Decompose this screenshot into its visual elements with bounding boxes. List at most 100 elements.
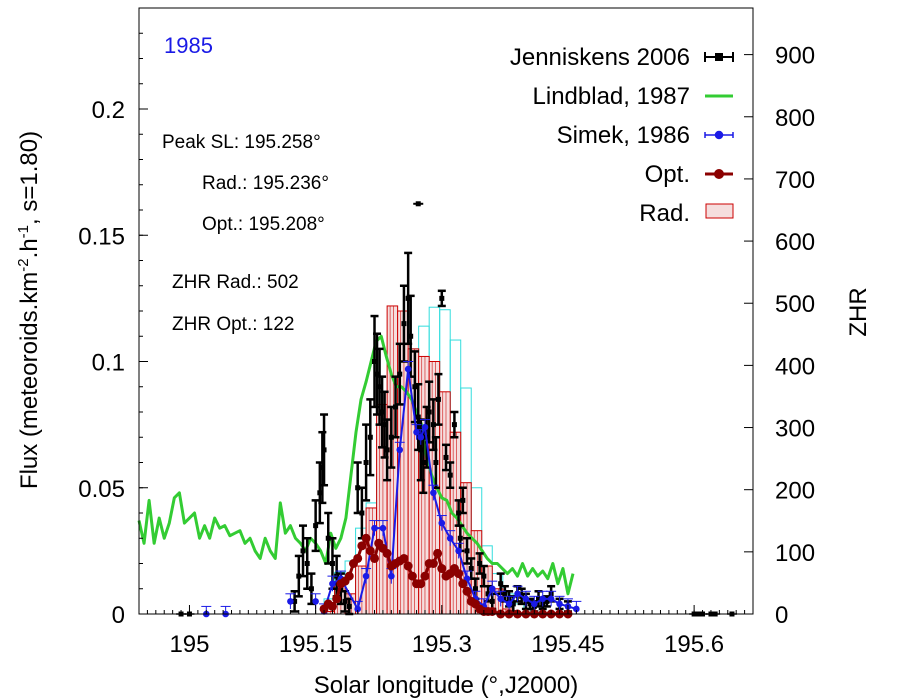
axes-layer: 195 195.15 195.3 195.45 195.6 0 0.05 0.1 0.15 0.2… [78, 7, 815, 658]
simek-point [554, 595, 565, 612]
opt-annotation: Opt.: 195.208° [202, 214, 325, 235]
jenniskens-marker [415, 201, 421, 207]
simek-point [512, 585, 523, 602]
jenniskens-marker [426, 409, 432, 415]
legend-label-rad: Rad. [639, 200, 690, 227]
jenniskens-marker [536, 596, 542, 602]
legend-label-opt: Opt. [645, 161, 690, 188]
simek-point [220, 605, 231, 618]
simek-marker [362, 572, 370, 580]
rad-annotation: Rad.: 195.236° [202, 173, 329, 194]
y-right-tick-label: 300 [775, 416, 815, 443]
jenniskens-marker [451, 422, 457, 428]
zhr-opt-annotation: ZHR Opt.: 122 [172, 314, 295, 335]
jenniskens-marker [393, 404, 399, 410]
jenniskens-point [446, 461, 455, 489]
y-left-tick-label: 0.15 [78, 223, 125, 250]
jenniskens-marker [304, 561, 310, 566]
jenniskens-marker [408, 333, 414, 339]
x-tick-label: 195.3 [412, 631, 472, 658]
opt-marker [437, 564, 447, 574]
opt-marker [399, 553, 409, 563]
jenniskens-marker [405, 295, 411, 301]
jenniskens-point [370, 314, 379, 409]
simek-point [529, 595, 540, 612]
simek-marker [547, 595, 555, 603]
y-axis-label-sup: -1 [15, 225, 32, 238]
simek-point [436, 515, 447, 531]
jenniskens-marker [296, 573, 302, 579]
jenniskens-marker [317, 490, 323, 496]
jenniskens-marker [447, 472, 453, 478]
y-right-tick-label: 600 [775, 229, 815, 256]
jenniskens-marker [527, 601, 533, 607]
peak-sl-annotation: Peak SL: 195.258° [162, 132, 321, 153]
y-left-tick-label: 0.05 [78, 476, 125, 503]
jenniskens-marker [418, 447, 424, 453]
jenniskens-point [450, 410, 459, 439]
jenniskens-marker [382, 422, 388, 428]
simek-point [394, 441, 405, 458]
jenniskens-marker [420, 460, 426, 465]
jenniskens-point [290, 590, 299, 613]
jenniskens-marker [384, 447, 390, 453]
simek-marker [522, 595, 530, 603]
jenniskens-point [442, 443, 450, 472]
simek-marker [505, 600, 513, 608]
legend-label-lindblad: Lindblad, 1987 [533, 83, 690, 110]
simek-point [495, 590, 506, 607]
y-axis-label-sup: -2 [15, 258, 32, 271]
y-axis-label-left: Flux (meteoroids.km-2.h-1, s=1.80) [15, 131, 43, 489]
jenniskens-marker [372, 359, 378, 364]
y-right-tick-label: 0 [775, 602, 788, 629]
opt-marker [454, 569, 464, 579]
jenniskens-marker [377, 384, 383, 390]
simek-marker [312, 598, 319, 605]
legend-label-simek: Simek, 1986 [557, 122, 690, 149]
jenniskens-point [362, 423, 371, 502]
jenniskens-marker [481, 573, 487, 579]
jenniskens-marker [342, 598, 348, 604]
jenniskens-marker [498, 581, 504, 587]
x-tick-label: 195.15 [279, 631, 352, 658]
simek-point [361, 568, 372, 584]
simek-point [377, 520, 388, 536]
jenniskens-marker [367, 434, 373, 440]
opt-marker [344, 571, 354, 581]
lindblad-line [137, 334, 575, 596]
simek-marker [421, 423, 429, 431]
opt-marker [416, 579, 426, 589]
opt-marker [332, 594, 342, 604]
jenniskens-marker [325, 535, 331, 541]
jenniskens-marker [468, 566, 474, 572]
x-tick-label: 195.45 [531, 631, 604, 658]
jenniskens-point [434, 372, 443, 426]
jenniskens-point [383, 418, 392, 482]
jenniskens-layer [176, 201, 737, 617]
simek-point [537, 590, 548, 607]
jenniskens-point [463, 537, 472, 565]
y-left-tick-label: 0 [112, 602, 125, 629]
jenniskens-point [458, 486, 467, 515]
simek-point [285, 593, 296, 609]
jenniskens-marker [477, 561, 483, 566]
opt-marker [428, 559, 438, 568]
opt-marker [357, 541, 367, 551]
simek-marker [371, 524, 378, 532]
jenniskens-point [307, 572, 316, 606]
simek-point [415, 429, 426, 445]
y-left-tick-label: 0.2 [92, 97, 125, 124]
simek-marker [417, 433, 425, 441]
opt-marker [420, 571, 430, 581]
opt-marker [458, 579, 468, 589]
jenniskens-marker [363, 460, 369, 465]
y-right-tick-label: 500 [775, 291, 815, 318]
simek-point [487, 580, 498, 597]
simek-marker [539, 595, 547, 603]
jenniskens-point [294, 554, 303, 598]
y-right-tick-label: 800 [775, 105, 815, 132]
legend-label-jenniskens: Jenniskens 2006 [510, 44, 690, 71]
y-left-tick-label: 0.1 [92, 350, 125, 377]
jenniskens-point [366, 398, 375, 477]
jenniskens-marker [456, 510, 462, 516]
